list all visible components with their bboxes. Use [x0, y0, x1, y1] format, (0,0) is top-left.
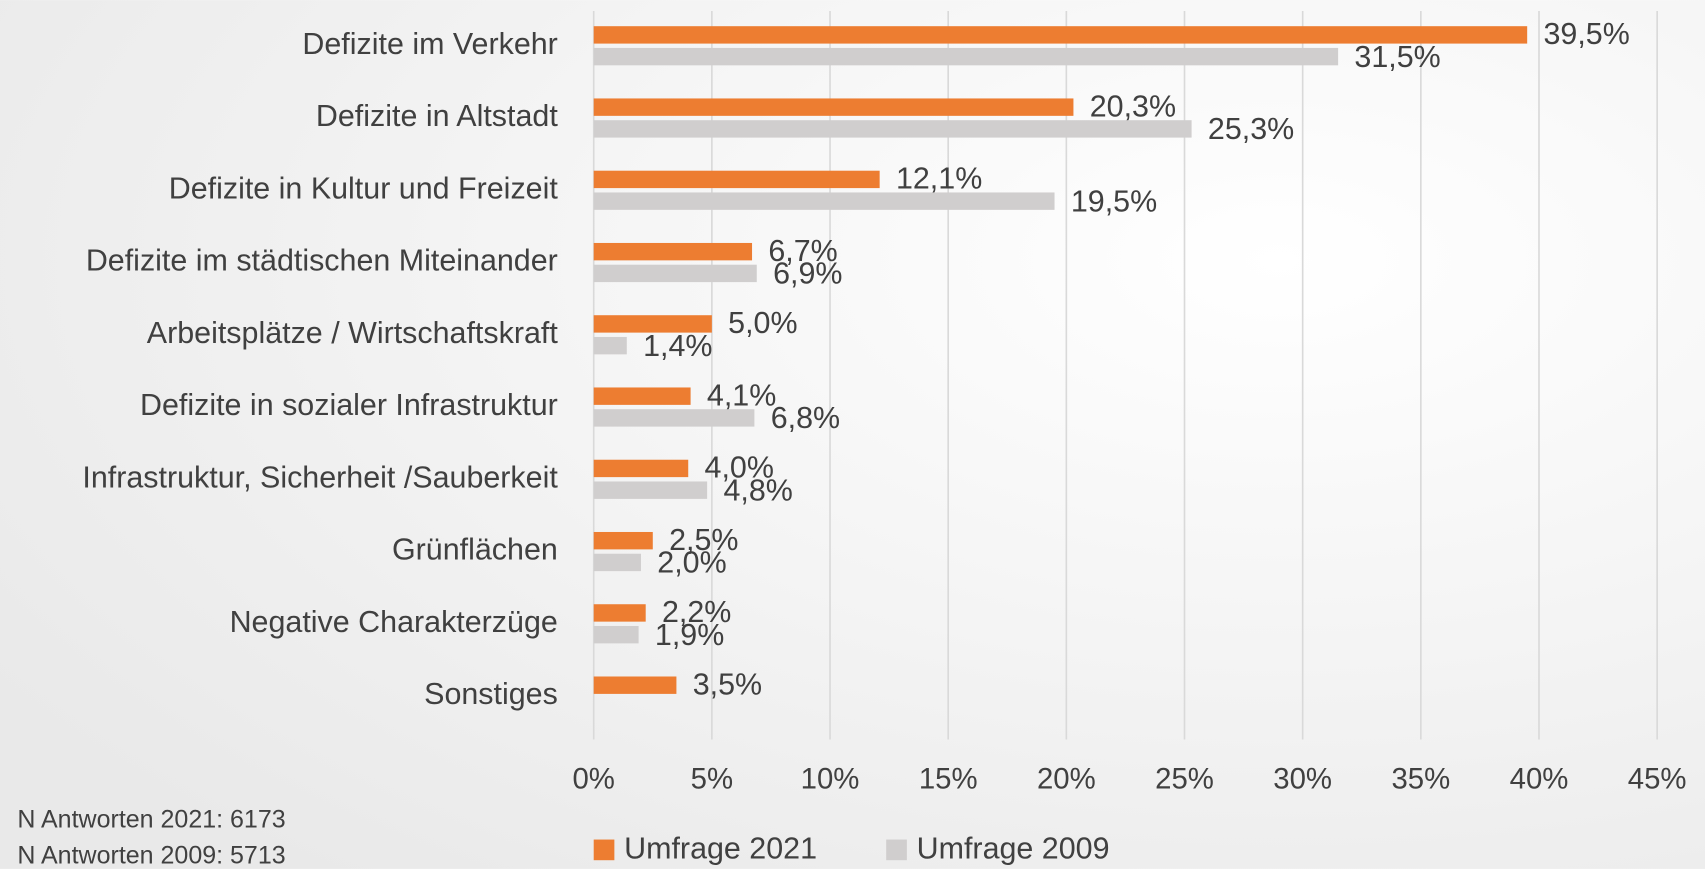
bar: [593, 387, 691, 405]
bar: [593, 481, 708, 499]
category-label: Defizite im städtischen Miteinander: [86, 244, 558, 278]
value-label: 19,5%: [1071, 184, 1157, 218]
bar: [593, 604, 646, 622]
bar: [593, 315, 712, 333]
value-label: 20,3%: [1090, 89, 1176, 123]
category-label: Grünflächen: [392, 533, 558, 567]
legend-label: Umfrage 2009: [917, 831, 1110, 865]
value-label: 3,5%: [693, 667, 762, 701]
value-label: 2,5%: [669, 523, 738, 557]
value-label: 1,9%: [655, 618, 724, 652]
footnote: N Antworten 2009: 5713: [17, 842, 285, 869]
category-label: Defizite im Verkehr: [302, 27, 557, 61]
x-tick-label: 30%: [1273, 763, 1332, 796]
category-label: Defizite in Altstadt: [316, 99, 558, 133]
x-tick-label: 20%: [1037, 763, 1096, 796]
bar: [593, 531, 653, 550]
value-label: 25,3%: [1208, 112, 1294, 146]
value-label: 31,5%: [1354, 40, 1440, 74]
category-label: Arbeitsplätze / Wirtschaftskraft: [147, 316, 559, 350]
legend-swatch: [886, 839, 907, 861]
value-label: 4,0%: [705, 451, 774, 485]
value-label: 39,5%: [1543, 17, 1629, 51]
bar: [593, 192, 1055, 210]
legend-swatch: [593, 839, 615, 861]
value-label: 2,2%: [662, 595, 731, 629]
bar: [593, 409, 755, 427]
bar: [593, 120, 1192, 138]
bar: [593, 26, 1528, 44]
value-label: 6,7%: [768, 234, 837, 268]
x-tick-label: 45%: [1628, 763, 1687, 796]
bar: [593, 676, 677, 694]
bar: [593, 336, 627, 355]
legend-label: Umfrage 2021: [624, 831, 817, 865]
category-label: Defizite in Kultur und Freizeit: [169, 171, 559, 205]
x-tick-label: 25%: [1155, 763, 1214, 796]
category-label: Negative Charakterzüge: [230, 605, 558, 639]
category-label: Defizite in sozialer Infrastruktur: [140, 388, 558, 422]
bar: [593, 553, 641, 572]
bar: [593, 98, 1074, 116]
x-tick-label: 35%: [1391, 763, 1450, 796]
category-label: Sonstiges: [424, 677, 558, 711]
bar: [593, 459, 689, 478]
x-tick-label: 0%: [572, 763, 614, 796]
x-tick-label: 40%: [1510, 763, 1569, 796]
value-label: 6,9%: [773, 257, 842, 291]
bar: [593, 264, 757, 283]
footnote: N Antworten 2021: 6173: [17, 806, 285, 834]
value-label: 4,8%: [723, 473, 792, 507]
value-label: 1,4%: [643, 329, 712, 363]
value-label: 6,8%: [771, 401, 840, 435]
value-label: 12,1%: [896, 162, 982, 196]
bar: [593, 242, 753, 261]
bar: [593, 170, 880, 189]
bar: [593, 625, 639, 644]
value-label: 2,0%: [657, 546, 726, 580]
value-label: 4,1%: [707, 378, 776, 412]
x-tick-label: 15%: [919, 763, 978, 796]
category-label: Infrastruktur, Sicherheit /Sauberkeit: [82, 460, 558, 494]
bar: [593, 47, 1339, 66]
x-tick-label: 10%: [801, 763, 860, 796]
x-tick-label: 5%: [691, 763, 733, 796]
value-label: 5,0%: [728, 306, 797, 340]
